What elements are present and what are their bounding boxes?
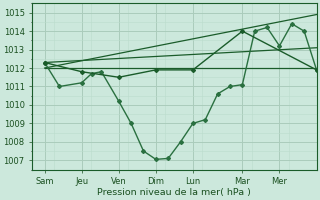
X-axis label: Pression niveau de la mer( hPa ): Pression niveau de la mer( hPa ) <box>98 188 251 197</box>
